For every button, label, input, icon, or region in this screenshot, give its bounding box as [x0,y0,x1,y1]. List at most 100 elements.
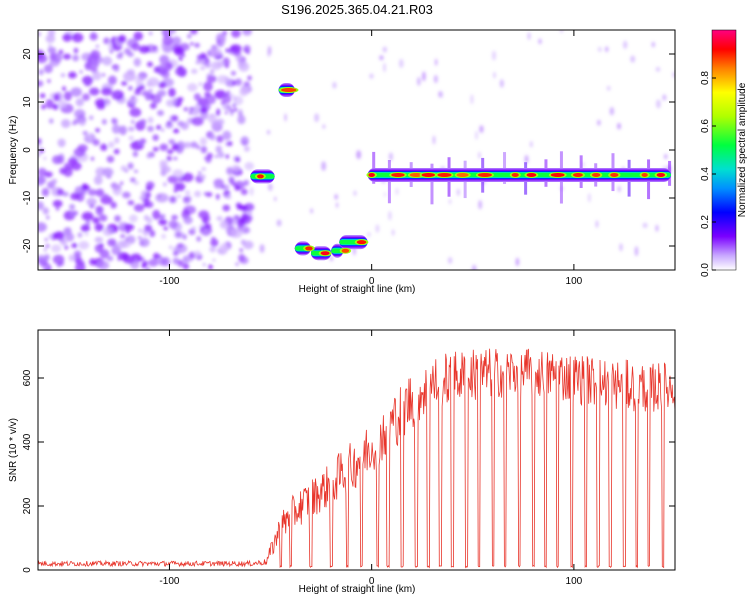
spectrogram-y-tick-label: -20 [22,238,33,253]
noise-speck [175,231,182,238]
noise-speck [172,169,184,179]
noise-speck [73,147,86,157]
noise-speck [193,93,201,101]
noise-speck [209,133,216,141]
noise-speck [128,96,138,104]
noise-speck [88,132,95,140]
noise-speck [102,227,113,237]
colorbar-label: Normalized spectral amplitude [737,82,748,217]
colorbar-gradient [711,29,737,271]
noise-speck [38,32,41,37]
noise-speck [58,49,64,55]
noise-speck [107,75,117,86]
noise-speck [152,146,159,152]
noise-speck [243,240,254,250]
noise-speck [41,187,50,197]
noise-speck [388,210,392,221]
noise-speck [274,196,277,202]
noise-speck [114,137,120,144]
noise-speck [124,169,129,173]
noise-speck [75,257,84,266]
noise-speck [205,63,211,69]
noise-speck [92,71,102,81]
noise-speck [101,73,106,77]
noise-speck [367,232,371,237]
noise-speck [530,141,533,148]
noise-speck [225,154,230,159]
noise-speck [127,200,135,206]
noise-speck [527,32,531,40]
noise-speck [176,96,184,102]
noise-speck [336,202,339,209]
noise-speck [235,173,239,177]
noise-speck [102,167,114,177]
noise-speck [194,42,200,48]
noise-speck [247,210,253,216]
noise-speck [205,192,213,198]
noise-speck [146,153,152,159]
noise-speck [651,41,656,48]
noise-speck [148,89,153,93]
spectrogram-hotspot-core [356,240,367,245]
spectrogram-x-tick-label: 100 [566,276,583,287]
noise-speck [145,191,151,199]
spectrogram-x-axis-label: Height of straight line (km) [299,284,416,295]
noise-speck [239,87,249,97]
noise-speck [83,80,92,87]
noise-speck [153,66,160,73]
noise-speck [90,66,98,73]
noise-speck [232,80,236,86]
noise-speck [89,115,94,121]
noise-speck [99,214,108,222]
noise-speck [395,187,399,196]
noise-speck [133,31,143,41]
noise-speck [187,33,192,39]
noise-speck [137,228,143,233]
noise-speck [58,99,67,108]
noise-speck [149,229,156,238]
colorbar-tick-label: 0.4 [700,167,711,181]
noise-speck [81,211,94,221]
noise-speck [630,55,636,63]
noise-speck [222,130,232,141]
noise-speck [217,151,225,159]
noise-speck [185,190,191,196]
noise-speck [78,240,90,250]
noise-speck [114,215,121,222]
noise-speck [209,246,217,253]
noise-speck [95,128,101,133]
noise-speck [62,53,72,60]
noise-speck [139,140,144,145]
noise-speck [159,159,168,167]
spectrogram-hotspot-core [368,172,375,177]
noise-speck [166,149,174,155]
snr-y-tick-label: 400 [22,433,33,450]
noise-speck [158,218,168,226]
noise-speck [656,99,661,109]
noise-speck [138,74,146,81]
spectrogram-segments [250,83,672,261]
noise-speck [267,48,271,58]
noise-speck [55,207,60,211]
noise-speck [131,42,141,51]
noise-speck [145,267,150,270]
noise-speck [655,224,659,232]
noise-speck [196,236,202,242]
noise-speck [127,52,134,58]
noise-speck [168,245,173,250]
noise-speck [44,237,48,242]
noise-speck [239,248,244,253]
noise-speck [129,177,136,183]
noise-speck [447,256,453,264]
noise-speck [216,135,224,143]
noise-speck [45,34,56,43]
noise-speck [64,245,69,250]
noise-speck [609,106,615,116]
spectrogram-y-ticks: -20 -10 0 10 20 [22,48,675,253]
noise-speck [103,193,109,198]
colorbar-ticks: 0.0 0.2 0.4 0.6 0.8 [700,71,716,277]
noise-speck [152,209,161,220]
spectrogram-hotspot-core [610,172,619,177]
noise-speck [456,188,460,196]
